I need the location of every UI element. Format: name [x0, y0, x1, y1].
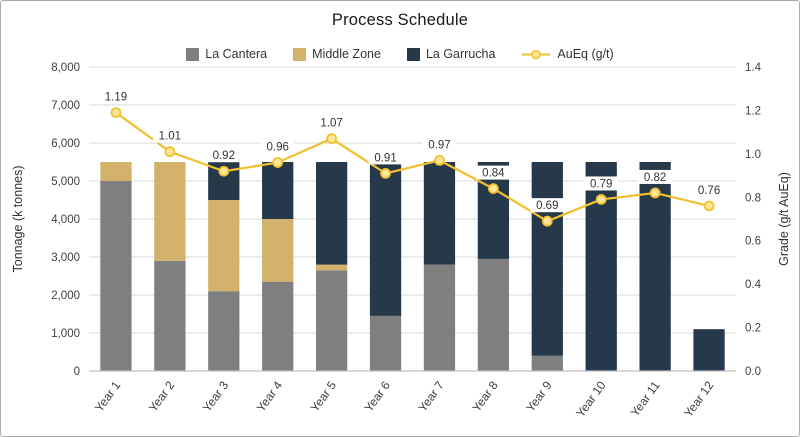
- svg-text:Year 9: Year 9: [523, 378, 555, 414]
- svg-text:0.97: 0.97: [428, 139, 450, 151]
- svg-text:Year 8: Year 8: [469, 378, 501, 414]
- svg-text:5,000: 5,000: [51, 176, 80, 188]
- svg-text:4,000: 4,000: [51, 214, 80, 226]
- legend-item-middle-zone: Middle Zone: [293, 47, 381, 61]
- legend-label-la-cantera: La Cantera: [205, 47, 268, 61]
- svg-text:0.6: 0.6: [745, 236, 761, 248]
- svg-text:0.69: 0.69: [536, 200, 558, 212]
- middle-zone-swatch-icon: [293, 47, 307, 61]
- svg-text:0.82: 0.82: [644, 172, 666, 184]
- svg-text:0.76: 0.76: [698, 185, 720, 197]
- la-cantera-swatch-icon: [186, 47, 200, 61]
- svg-text:0.4: 0.4: [745, 279, 762, 291]
- svg-text:0.91: 0.91: [374, 152, 396, 164]
- svg-text:2,000: 2,000: [51, 290, 80, 302]
- svg-text:1.0: 1.0: [745, 149, 761, 161]
- legend-item-la-garrucha: La Garrucha: [406, 47, 496, 61]
- svg-text:6,000: 6,000: [51, 138, 80, 150]
- svg-text:Year 6: Year 6: [362, 378, 394, 414]
- svg-text:Year 10: Year 10: [573, 378, 609, 420]
- svg-text:Year 11: Year 11: [628, 378, 663, 419]
- aueq-line-marker-icon: [521, 48, 551, 61]
- svg-text:1.07: 1.07: [320, 118, 342, 130]
- la-garrucha-swatch-icon: [406, 47, 420, 61]
- svg-text:3,000: 3,000: [51, 252, 80, 264]
- svg-text:Year 3: Year 3: [200, 378, 232, 414]
- svg-text:Year 12: Year 12: [681, 378, 717, 420]
- svg-text:7,000: 7,000: [51, 100, 80, 112]
- svg-text:0.92: 0.92: [213, 150, 235, 162]
- legend-item-aueq: AuEq (g/t): [521, 47, 614, 61]
- svg-text:0.2: 0.2: [745, 323, 761, 335]
- svg-text:Year 4: Year 4: [254, 378, 286, 414]
- svg-text:0.79: 0.79: [590, 178, 612, 190]
- legend-label-middle-zone: Middle Zone: [312, 47, 381, 61]
- svg-text:1.01: 1.01: [159, 131, 181, 143]
- svg-text:Year 7: Year 7: [415, 378, 447, 414]
- svg-text:0: 0: [74, 366, 80, 378]
- svg-text:1.2: 1.2: [745, 105, 761, 117]
- chart-legend: La Cantera Middle Zone La Garrucha AuEq …: [1, 47, 799, 61]
- svg-text:Year 5: Year 5: [308, 378, 340, 414]
- svg-text:1.19: 1.19: [105, 92, 127, 104]
- legend-label-la-garrucha: La Garrucha: [425, 47, 496, 61]
- legend-label-aueq: AuEq (g/t): [557, 47, 614, 61]
- svg-text:8,000: 8,000: [51, 62, 80, 74]
- svg-text:0.0: 0.0: [745, 366, 761, 378]
- svg-text:Year 1: Year 1: [92, 378, 124, 414]
- svg-text:1.4: 1.4: [745, 62, 762, 74]
- svg-text:0.8: 0.8: [745, 192, 761, 204]
- chart-title: Process Schedule: [331, 11, 469, 29]
- svg-text:0.84: 0.84: [482, 168, 505, 180]
- svg-text:1,000: 1,000: [51, 328, 80, 340]
- legend-item-la-cantera: La Cantera: [186, 47, 267, 61]
- svg-text:0.96: 0.96: [267, 142, 289, 154]
- svg-text:Year 2: Year 2: [146, 378, 178, 414]
